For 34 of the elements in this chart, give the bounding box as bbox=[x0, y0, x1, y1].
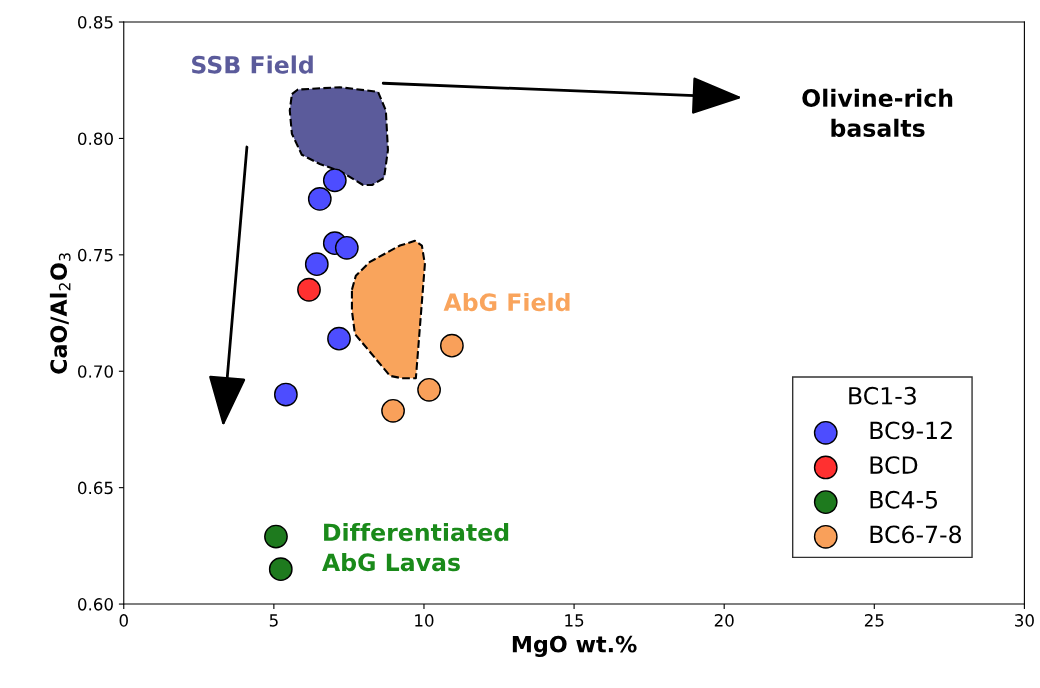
x-tick-label: 20 bbox=[714, 614, 734, 627]
series-label: SSB Field bbox=[192, 55, 313, 74]
x-tick-label: 15 bbox=[565, 614, 584, 627]
legend-label: BC4-5 bbox=[870, 490, 938, 509]
point bbox=[297, 277, 321, 302]
x-tick-label: 30 bbox=[1015, 614, 1034, 627]
y-tick-label: 0.60 bbox=[78, 598, 113, 611]
series-label: AbG Field bbox=[443, 292, 570, 312]
y-tick-label: 0.85 bbox=[78, 15, 113, 29]
legend-label: BC9-12 bbox=[870, 421, 952, 440]
legend-label: BC6-7-8 bbox=[870, 525, 961, 544]
point bbox=[327, 326, 351, 351]
y-tick-label: 0.70 bbox=[78, 365, 113, 378]
legend-title: BC1-3 bbox=[849, 386, 916, 405]
annotation: Olivine-rich basalts bbox=[802, 88, 953, 138]
y-tick-label: 0.80 bbox=[78, 132, 113, 145]
x-tick-label: 5 bbox=[269, 614, 278, 627]
y-axis-title: CaO/Al$_{2}$O$_{3}$ bbox=[49, 253, 71, 374]
x-tick-label: 10 bbox=[415, 614, 434, 627]
x-tick-label: 25 bbox=[864, 614, 884, 627]
point bbox=[381, 398, 405, 423]
point bbox=[307, 187, 332, 211]
annotation: Differentiated AbG Lavas bbox=[322, 522, 509, 572]
point bbox=[304, 252, 329, 277]
point bbox=[440, 333, 464, 358]
point bbox=[417, 377, 441, 402]
y-tick-label: 0.75 bbox=[78, 248, 113, 262]
x-axis-title: MgO wt.% bbox=[512, 635, 637, 657]
point bbox=[273, 382, 298, 407]
legend-label: BCD bbox=[870, 456, 918, 474]
point bbox=[264, 524, 288, 549]
x-tick-label: 0 bbox=[119, 614, 128, 627]
point bbox=[268, 557, 293, 582]
y-tick-label: 0.65 bbox=[78, 481, 113, 495]
